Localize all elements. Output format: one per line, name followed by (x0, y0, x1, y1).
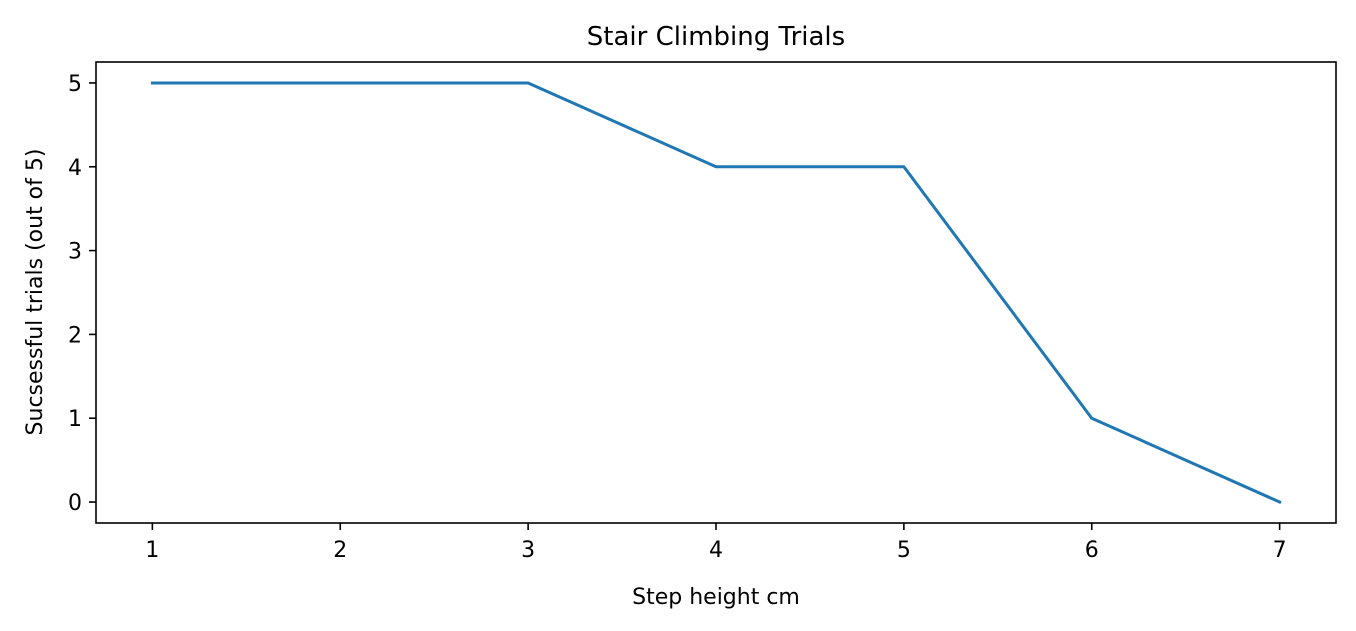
chart-title: Stair Climbing Trials (587, 22, 845, 52)
x-tick-label: 5 (897, 538, 911, 563)
series-layer (150, 81, 1282, 505)
x-tick-label: 4 (709, 538, 723, 563)
x-tick-label: 3 (521, 538, 535, 563)
y-axis-ticks: 0 1 2 3 4 5 (68, 72, 96, 516)
x-tick-label: 7 (1273, 538, 1287, 563)
y-tick-label: 3 (68, 240, 82, 265)
y-tick-label: 0 (68, 491, 82, 516)
x-axis-label: Step height cm (632, 585, 800, 610)
y-tick-label: 4 (68, 156, 82, 181)
x-tick-label: 1 (145, 538, 159, 563)
x-axis-ticks: 1 2 3 4 5 6 7 (145, 523, 1287, 563)
x-tick-label: 6 (1085, 538, 1099, 563)
y-tick-label: 1 (68, 407, 82, 432)
y-axis-label: Sucsessful trials (out of 5) (23, 149, 48, 436)
x-tick-label: 2 (333, 538, 347, 563)
plot-area: 1 2 3 4 5 6 7 0 1 2 3 4 5 (68, 61, 1337, 563)
y-tick-label: 2 (68, 323, 82, 348)
y-tick-label: 5 (68, 72, 82, 97)
